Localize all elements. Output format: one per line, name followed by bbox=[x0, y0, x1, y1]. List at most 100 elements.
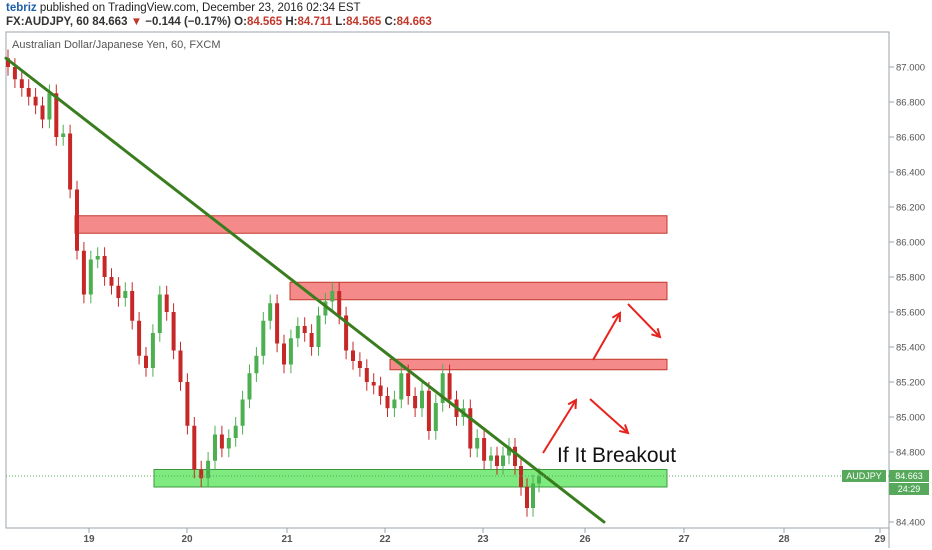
candle-body bbox=[447, 373, 452, 400]
trendline[interactable] bbox=[4, 56, 606, 524]
candle-body bbox=[433, 403, 438, 431]
author-link[interactable]: tebriz bbox=[6, 2, 37, 14]
candle-body bbox=[247, 373, 252, 400]
x-tick-label: 28 bbox=[778, 534, 790, 545]
candle-body bbox=[399, 373, 404, 400]
candle-body bbox=[351, 350, 355, 361]
candle-body bbox=[226, 438, 231, 449]
candle-body bbox=[26, 88, 31, 97]
y-tick-label: 84.800 bbox=[896, 448, 925, 459]
candle-body bbox=[295, 326, 300, 339]
candle-body bbox=[364, 368, 369, 382]
candle-body bbox=[54, 93, 59, 137]
candle-body bbox=[268, 303, 273, 321]
arrow-shaft bbox=[592, 312, 621, 361]
price-label: AUDJPY 84.663 24:29 bbox=[842, 469, 929, 495]
y-tick-label: 86.400 bbox=[896, 168, 925, 179]
candle-body bbox=[68, 133, 73, 190]
x-tick-label: 22 bbox=[379, 534, 391, 545]
candle-body bbox=[323, 301, 328, 316]
arrow-shaft bbox=[627, 303, 661, 338]
candle-body bbox=[178, 350, 183, 382]
high-value: 84.711 bbox=[297, 16, 333, 28]
candle-body bbox=[213, 434, 217, 461]
candle-body bbox=[357, 361, 362, 368]
low-value: 84.565 bbox=[346, 16, 382, 28]
time-axis[interactable]: 19 20 21 22 23 26 27 28 29 bbox=[83, 528, 886, 545]
y-tick-label: 87.000 bbox=[896, 63, 925, 74]
candle-body bbox=[385, 396, 390, 409]
symbol-info: FX:AUDJPY, 60 84.663 ▼ −0.144 (−0.17%) O… bbox=[6, 16, 432, 28]
candle-body bbox=[337, 291, 342, 316]
candle-body bbox=[81, 250, 86, 295]
candle-body bbox=[75, 189, 79, 251]
candle-body bbox=[525, 487, 529, 508]
candle-body bbox=[440, 373, 445, 403]
down-arrow-icon: ▼ bbox=[130, 16, 143, 28]
x-tick-label: 20 bbox=[181, 534, 193, 545]
arrow-head bbox=[567, 398, 578, 410]
candle-body bbox=[116, 285, 121, 298]
price-chart[interactable]: Australian Dollar/Japanese Yen, 60, FXCM… bbox=[0, 30, 932, 550]
price-tag bbox=[889, 469, 929, 482]
x-tick-label: 29 bbox=[874, 534, 886, 545]
candle-body bbox=[507, 446, 511, 456]
y-tick-label: 85.000 bbox=[896, 413, 925, 424]
candle-body bbox=[495, 455, 499, 466]
arrow-head bbox=[651, 328, 662, 339]
countdown-text: 24:29 bbox=[898, 484, 921, 494]
candle-body bbox=[406, 373, 411, 396]
candle-body bbox=[164, 294, 169, 312]
breakout-annotation[interactable]: If It Breakout bbox=[557, 444, 676, 467]
candle-body bbox=[482, 438, 487, 461]
publish-info: tebriz published on TradingView.com, Dec… bbox=[6, 2, 361, 14]
x-tick-label: 21 bbox=[281, 534, 293, 545]
candle-body bbox=[102, 256, 107, 277]
close-label: C: bbox=[384, 16, 397, 28]
x-tick-label: 27 bbox=[678, 534, 690, 545]
candle-body bbox=[261, 320, 266, 356]
candle-body bbox=[19, 79, 24, 88]
candle-body bbox=[137, 320, 142, 356]
candle-body bbox=[282, 343, 286, 365]
y-tick-label: 86.000 bbox=[896, 238, 925, 249]
candle-body bbox=[219, 434, 224, 449]
y-tick-label: 85.800 bbox=[896, 273, 925, 284]
chart-title: Australian Dollar/Japanese Yen, 60, FXCM bbox=[12, 39, 221, 51]
candle-body bbox=[185, 382, 190, 426]
candle-body bbox=[392, 399, 397, 409]
candle-body bbox=[130, 291, 135, 321]
candle-body bbox=[537, 476, 541, 484]
arrow-head bbox=[611, 311, 622, 323]
plot-area[interactable] bbox=[5, 31, 890, 529]
arrows bbox=[542, 303, 662, 454]
candle-body bbox=[489, 455, 493, 461]
y-tick-label: 85.600 bbox=[896, 308, 925, 319]
candle-body bbox=[47, 93, 52, 120]
candle-body bbox=[309, 333, 314, 347]
candle-body bbox=[501, 455, 505, 466]
symbol-tag-text: AUDJPY bbox=[846, 471, 882, 481]
high-label: H: bbox=[285, 16, 298, 28]
symbol-interval[interactable]: FX:AUDJPY, 60 bbox=[6, 16, 90, 28]
arrow-shaft bbox=[589, 398, 629, 434]
y-tick-label: 85.400 bbox=[896, 343, 925, 354]
candle-body bbox=[40, 105, 45, 120]
candle-body bbox=[199, 469, 204, 479]
candle-body bbox=[513, 446, 517, 466]
close-value: 84.663 bbox=[396, 16, 432, 28]
candle-body bbox=[123, 291, 128, 298]
candle-body bbox=[371, 382, 376, 386]
candle-body bbox=[6, 58, 10, 67]
x-tick-label: 19 bbox=[83, 534, 95, 545]
x-tick-label: 26 bbox=[579, 534, 591, 545]
price-axis[interactable]: 84.40084.60084.80085.00085.20085.40085.6… bbox=[889, 63, 925, 529]
x-tick-label: 23 bbox=[477, 534, 489, 545]
candle-body bbox=[150, 333, 155, 368]
candle-body bbox=[233, 425, 238, 438]
arrow-shaft bbox=[542, 399, 577, 454]
candle-body bbox=[171, 312, 176, 351]
candle-body bbox=[302, 326, 307, 333]
countdown-tag bbox=[889, 482, 929, 495]
candle-body bbox=[254, 355, 259, 374]
